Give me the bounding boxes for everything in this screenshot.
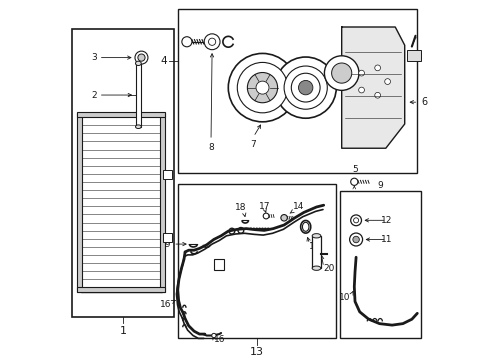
Text: 18: 18	[235, 203, 246, 212]
Circle shape	[182, 37, 192, 47]
Text: 10: 10	[339, 293, 350, 302]
Text: 16: 16	[160, 300, 171, 309]
Circle shape	[256, 81, 268, 94]
Text: 14: 14	[292, 202, 304, 211]
Bar	[77, 287, 165, 292]
Text: 9: 9	[377, 181, 383, 190]
Ellipse shape	[135, 61, 141, 66]
Circle shape	[331, 63, 351, 83]
Text: 11: 11	[380, 235, 391, 244]
Circle shape	[353, 218, 358, 223]
Circle shape	[358, 70, 364, 76]
Circle shape	[374, 93, 380, 98]
Circle shape	[275, 57, 336, 118]
Bar	[163, 233, 172, 242]
Text: 6: 6	[420, 97, 426, 107]
Text: 5: 5	[351, 165, 357, 174]
Text: 1: 1	[119, 326, 126, 336]
Circle shape	[350, 215, 361, 226]
Bar	[81, 113, 162, 292]
Bar	[72, 29, 174, 317]
Circle shape	[135, 51, 148, 64]
Text: 19: 19	[160, 240, 171, 248]
Bar	[213, 259, 224, 270]
Polygon shape	[341, 27, 404, 148]
Circle shape	[247, 72, 277, 103]
Circle shape	[263, 213, 268, 219]
Text: 16: 16	[213, 336, 225, 344]
Text: 20: 20	[323, 264, 334, 273]
Text: 15: 15	[309, 242, 320, 251]
Circle shape	[384, 79, 390, 85]
Circle shape	[228, 53, 296, 122]
Bar	[77, 113, 82, 292]
Circle shape	[138, 54, 145, 61]
Bar	[163, 170, 172, 179]
Bar	[178, 184, 336, 338]
Ellipse shape	[135, 125, 141, 129]
Bar	[311, 236, 320, 268]
Circle shape	[284, 66, 326, 109]
Bar	[178, 9, 416, 173]
Circle shape	[350, 178, 357, 185]
Circle shape	[298, 80, 312, 95]
Ellipse shape	[311, 234, 320, 238]
Bar	[339, 191, 420, 338]
Bar	[160, 113, 165, 292]
Circle shape	[374, 65, 380, 71]
Circle shape	[352, 236, 359, 243]
Text: 4: 4	[160, 57, 167, 66]
Text: 3: 3	[91, 53, 97, 62]
Text: 13: 13	[249, 347, 264, 357]
Circle shape	[291, 73, 320, 102]
Circle shape	[324, 56, 358, 90]
Circle shape	[204, 34, 220, 50]
Circle shape	[237, 62, 287, 113]
Text: 17: 17	[258, 202, 270, 211]
Circle shape	[208, 38, 215, 45]
Ellipse shape	[311, 266, 320, 270]
Text: 8: 8	[208, 143, 213, 152]
Circle shape	[358, 87, 364, 93]
Circle shape	[211, 333, 216, 338]
Text: 7: 7	[250, 140, 256, 149]
Bar	[77, 112, 165, 117]
Circle shape	[349, 233, 362, 246]
Text: 12: 12	[380, 216, 391, 225]
Circle shape	[280, 215, 287, 221]
Bar	[135, 63, 141, 127]
Text: 2: 2	[91, 91, 97, 100]
Bar	[406, 50, 420, 61]
